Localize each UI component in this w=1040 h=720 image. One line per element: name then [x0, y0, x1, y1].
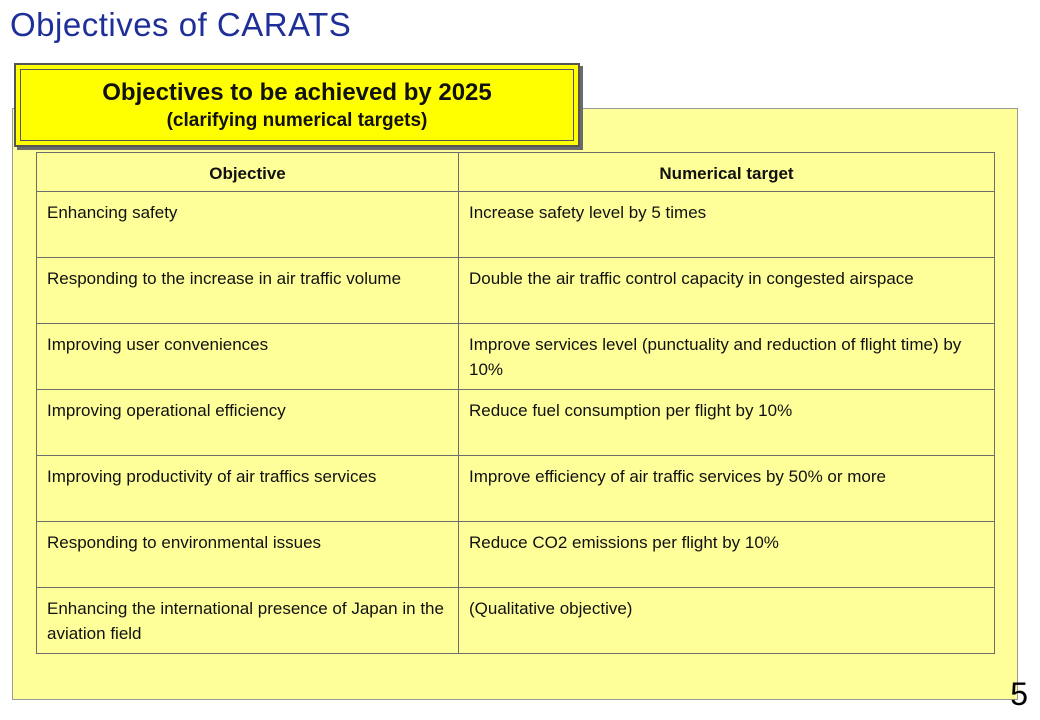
- target-cell: (Qualitative objective): [458, 587, 995, 654]
- target-cell: Improve efficiency of air traffic servic…: [458, 455, 995, 522]
- callout-box: Objectives to be achieved by 2025 (clari…: [14, 63, 580, 147]
- objective-cell: Improving productivity of air traffics s…: [36, 455, 459, 522]
- callout-inner-border: Objectives to be achieved by 2025 (clari…: [20, 69, 574, 141]
- table-row: Enhancing the international presence of …: [36, 587, 995, 654]
- callout-title: Objectives to be achieved by 2025: [102, 79, 492, 106]
- table-row: Enhancing safety Increase safety level b…: [36, 191, 995, 258]
- objective-cell: Improving user conveniences: [36, 323, 459, 390]
- target-cell: Reduce CO2 emissions per flight by 10%: [458, 521, 995, 588]
- table-row: Improving user conveniences Improve serv…: [36, 323, 995, 390]
- objective-cell: Enhancing safety: [36, 191, 459, 258]
- slide-title: Objectives of CARATS: [10, 6, 352, 43]
- objective-cell: Responding to the increase in air traffi…: [36, 257, 459, 324]
- objective-cell: Improving operational efficiency: [36, 389, 459, 456]
- target-cell: Improve services level (punctuality and …: [458, 323, 995, 390]
- table-row: Improving operational efficiency Reduce …: [36, 389, 995, 456]
- header-objective: Objective: [36, 152, 459, 192]
- objective-cell: Responding to environmental issues: [36, 521, 459, 588]
- table-row: Responding to the increase in air traffi…: [36, 257, 995, 324]
- target-cell: Increase safety level by 5 times: [458, 191, 995, 258]
- target-cell: Reduce fuel consumption per flight by 10…: [458, 389, 995, 456]
- table-header-row: Objective Numerical target: [36, 152, 995, 192]
- page-number: 5: [1010, 676, 1028, 712]
- header-numerical-target: Numerical target: [458, 152, 995, 192]
- table-row: Responding to environmental issues Reduc…: [36, 521, 995, 588]
- table-row: Improving productivity of air traffics s…: [36, 455, 995, 522]
- objective-cell: Enhancing the international presence of …: [36, 587, 459, 654]
- target-cell: Double the air traffic control capacity …: [458, 257, 995, 324]
- objectives-table: Objective Numerical target Enhancing saf…: [36, 152, 995, 654]
- callout-subtitle: (clarifying numerical targets): [166, 110, 428, 131]
